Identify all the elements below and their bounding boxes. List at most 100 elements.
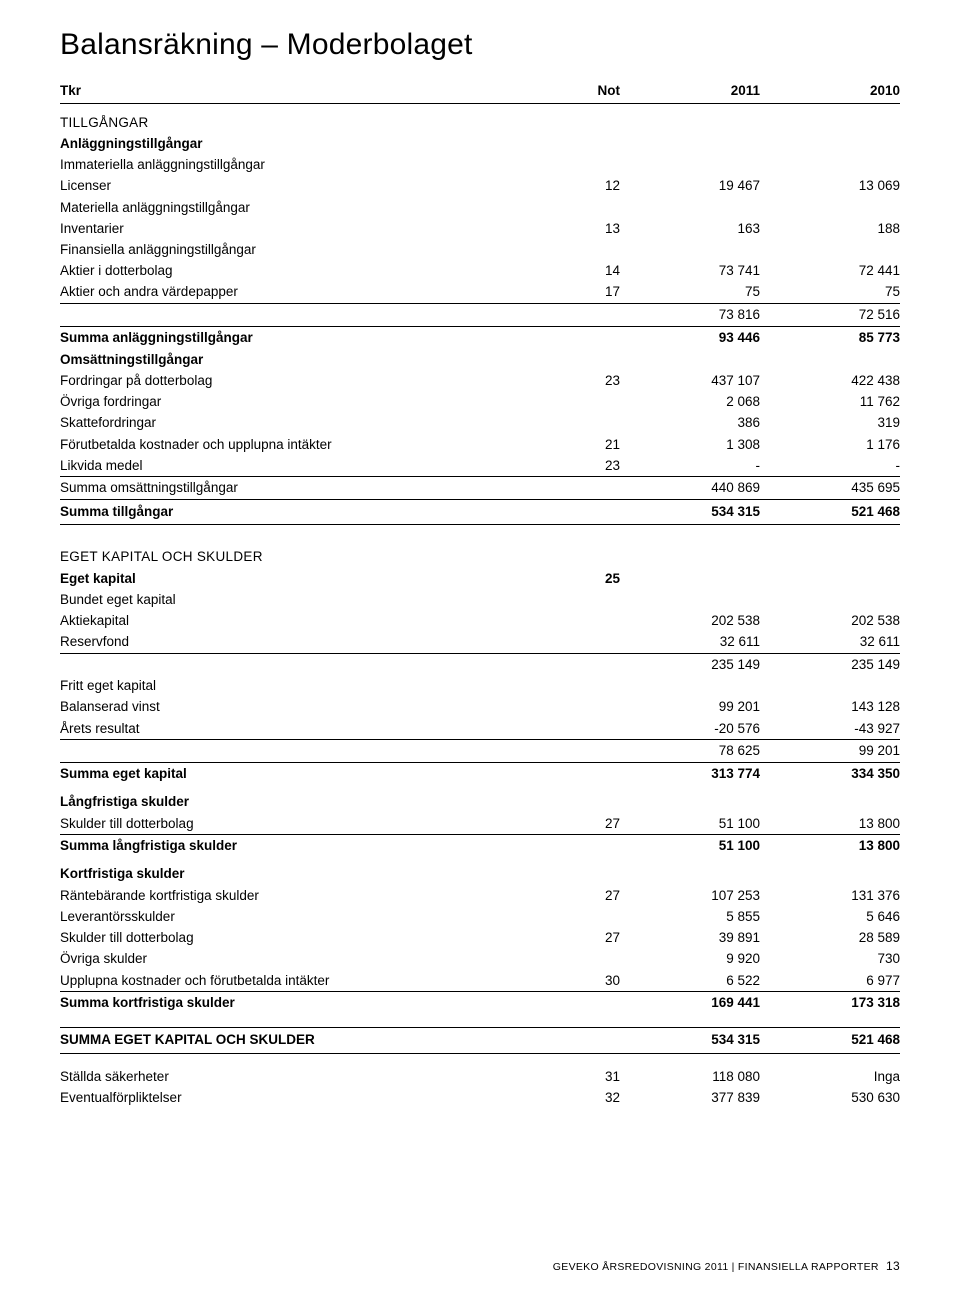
footer-text: GEVEKO ÅRSREDOVISNING 2011 | FINANSIELLA… [553,1261,879,1273]
not: 32 [530,1088,620,1109]
row-skulder-dotter-lang: Skulder till dotterbolag 27 51 100 13 80… [60,813,900,835]
not: 14 [530,261,620,282]
section-fixed-assets: Anläggningstillgångar [60,133,900,154]
header-tkr: Tkr [60,80,530,103]
val-2010: 319 [760,413,900,434]
label: SUMMA EGET KAPITAL OCH SKULDER [60,1028,530,1053]
section-shortterm: Kortfristiga skulder [60,857,900,885]
row-fritt-subtotal: 78 625 99 201 [60,740,900,763]
balance-sheet-table: Tkr Not 2011 2010 TILLGÅNGAR Anläggnings… [60,80,900,1109]
row-aktiekapital: Aktiekapital 202 538 202 538 [60,611,900,632]
val-2011: 5 855 [620,906,760,927]
label: Balanserad vinst [60,697,530,718]
val-2011: -20 576 [620,718,760,740]
val-2010: 99 201 [760,740,900,763]
val-2010: 435 695 [760,477,900,500]
val-2011: 107 253 [620,885,760,906]
section-equity-liab: EGET KAPITAL OCH SKULDER [60,538,900,568]
val-2011: 235 149 [620,653,760,675]
section-current-assets: Omsättningstillgångar [60,349,900,370]
header-2011: 2011 [620,80,760,103]
not: 21 [530,434,620,455]
table-header-row: Tkr Not 2011 2010 [60,80,900,103]
val-2010: 521 468 [760,1028,900,1053]
not: 25 [530,568,620,589]
row-skulder-dotter-kort: Skulder till dotterbolag 27 39 891 28 58… [60,928,900,949]
val-2011: 202 538 [620,611,760,632]
val-2010: 131 376 [760,885,900,906]
val-2010: 5 646 [760,906,900,927]
row-eget-kapital: Eget kapital 25 [60,568,900,589]
row-summa-anlaggning: Summa anläggningstillgångar 93 446 85 77… [60,326,900,349]
label: Ställda säkerheter [60,1067,530,1088]
row-eventualforpliktelser: Eventualförpliktelser 32 377 839 530 630 [60,1088,900,1109]
label: Fritt eget kapital [60,676,530,697]
row-rantebarande: Räntebärande kortfristiga skulder 27 107… [60,885,900,906]
val-2011: 1 308 [620,434,760,455]
label: Upplupna kostnader och förutbetalda intä… [60,970,530,992]
row-bundet-subtotal: 235 149 235 149 [60,653,900,675]
label: Reservfond [60,632,530,654]
val-2011: 19 467 [620,176,760,197]
label: Skulder till dotterbolag [60,928,530,949]
not: 27 [530,813,620,835]
row-summa-kortfristiga: Summa kortfristiga skulder 169 441 173 3… [60,992,900,1015]
val-2011: 9 920 [620,949,760,970]
row-fordringar-dotter: Fordringar på dotterbolag 23 437 107 422… [60,370,900,391]
row-ovriga-skulder: Övriga skulder 9 920 730 [60,949,900,970]
val-2011: 93 446 [620,326,760,349]
val-2011: 118 080 [620,1067,760,1088]
val-2010: 521 468 [760,500,900,525]
label: Finansiella anläggningstillgångar [60,240,530,261]
label: Summa eget kapital [60,763,530,786]
not: 17 [530,282,620,304]
row-aktier-dotter: Aktier i dotterbolag 14 73 741 72 441 [60,261,900,282]
val-2010: 202 538 [760,611,900,632]
val-2010: 235 149 [760,653,900,675]
val-2010: 334 350 [760,763,900,786]
row-likvida-medel: Likvida medel 23 - - [60,455,900,477]
val-2010: 28 589 [760,928,900,949]
val-2011: 169 441 [620,992,760,1015]
label: Skulder till dotterbolag [60,813,530,835]
label: Summa kortfristiga skulder [60,992,530,1015]
val-2011: 51 100 [620,813,760,835]
row-stallda-sakerheter: Ställda säkerheter 31 118 080 Inga [60,1067,900,1088]
subhead-fritt: Fritt eget kapital [60,676,900,697]
label: Övriga skulder [60,949,530,970]
header-not: Not [530,80,620,103]
page-footer: GEVEKO ÅRSREDOVISNING 2011 | FINANSIELLA… [553,1259,900,1273]
not: 27 [530,928,620,949]
val-2010: 422 438 [760,370,900,391]
label: Aktier och andra värdepapper [60,282,530,304]
spacer [60,1014,900,1028]
label: TILLGÅNGAR [60,103,530,133]
val-2010: 530 630 [760,1088,900,1109]
label: Långfristiga skulder [60,785,530,813]
val-2011: - [620,455,760,477]
row-summa-tillgangar: Summa tillgångar 534 315 521 468 [60,500,900,525]
val-2011: 73 741 [620,261,760,282]
val-2011: 51 100 [620,835,760,858]
row-financial-subtotal: 73 816 72 516 [60,304,900,327]
val-2011: 313 774 [620,763,760,786]
val-2010: 188 [760,218,900,239]
label: Immateriella anläggningstillgångar [60,155,530,176]
row-reservfond: Reservfond 32 611 32 611 [60,632,900,654]
val-2010: - [760,455,900,477]
label: Licenser [60,176,530,197]
label: Anläggningstillgångar [60,133,530,154]
row-upplupna: Upplupna kostnader och förutbetalda intä… [60,970,900,992]
row-summa-eget-kapital: Summa eget kapital 313 774 334 350 [60,763,900,786]
label: Inventarier [60,218,530,239]
val-2010: 75 [760,282,900,304]
val-2011: 440 869 [620,477,760,500]
label: Summa anläggningstillgångar [60,326,530,349]
val-2010: 13 800 [760,813,900,835]
val-2010: -43 927 [760,718,900,740]
subhead-bundet: Bundet eget kapital [60,589,900,610]
row-summa-langfristiga: Summa långfristiga skulder 51 100 13 800 [60,835,900,858]
val-2010: 143 128 [760,697,900,718]
label: Eventualförpliktelser [60,1088,530,1109]
label: Omsättningstillgångar [60,349,530,370]
